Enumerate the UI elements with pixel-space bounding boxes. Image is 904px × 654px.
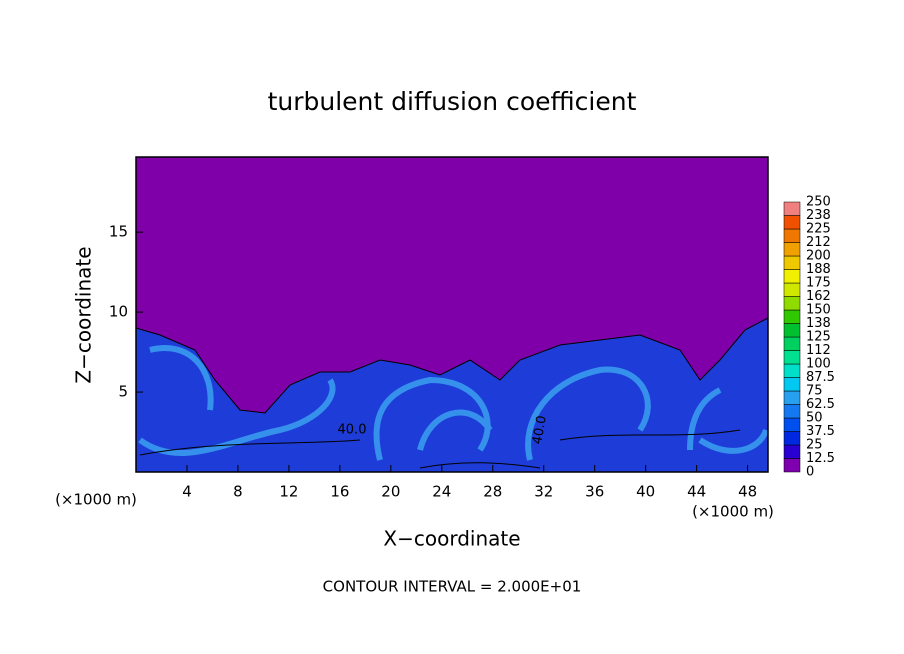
colorbar-label: 125 (806, 330, 831, 345)
x-tick-label: 8 (233, 483, 243, 501)
colorbar-label: 87.5 (806, 370, 835, 385)
x-tick-label: 16 (330, 483, 349, 501)
chart-title: turbulent diffusion coefficient (268, 87, 637, 116)
colorbar-box (783, 390, 801, 405)
x-tick-label: 20 (381, 483, 400, 501)
colorbar-box (783, 296, 801, 311)
colorbar-box (783, 444, 801, 459)
colorbar-label: 225 (806, 222, 831, 237)
y-axis-label: Z−coordinate (72, 246, 96, 383)
colorbar-box (783, 377, 801, 392)
x-tick-label: 4 (182, 483, 192, 501)
x-tick-label: 12 (279, 483, 298, 501)
colorbar-box (783, 228, 801, 243)
colorbar-box (783, 417, 801, 432)
colorbar-box (783, 404, 801, 419)
contour-label: 40.0 (338, 423, 367, 438)
colorbar-box (783, 363, 801, 378)
colorbar-box (783, 309, 801, 324)
x-axis-label: X−coordinate (383, 527, 520, 551)
colorbar-label: 200 (806, 249, 831, 264)
x-tick-label: 36 (585, 483, 604, 501)
colorbar-label: 175 (806, 276, 831, 291)
colorbar-box (783, 201, 801, 216)
colorbar-box (783, 255, 801, 270)
colorbar-label: 162 (806, 289, 831, 304)
footer-note: CONTOUR INTERVAL = 2.000E+01 (323, 578, 582, 596)
colorbar-label: 150 (806, 303, 831, 318)
colorbar-box (783, 431, 801, 446)
colorbar-label: 238 (806, 208, 831, 223)
colorbar-box (783, 269, 801, 284)
plot-frame (135, 156, 769, 473)
colorbar-box (783, 323, 801, 338)
colorbar-label: 25 (806, 438, 823, 453)
field (135, 157, 769, 473)
colorbar-label: 112 (806, 343, 831, 358)
colorbar-box (783, 282, 801, 297)
x-tick-label: 28 (483, 483, 502, 501)
colorbar-label: 212 (806, 235, 831, 250)
x-tick-label: 24 (432, 483, 451, 501)
x-unit-label: (×1000 m) (55, 491, 137, 509)
x-tick-label: 48 (738, 483, 757, 501)
contour-line (139, 429, 741, 469)
colorbar-label: 75 (806, 384, 823, 399)
colorbar-box (783, 215, 801, 230)
x-tick-label: 40 (636, 483, 655, 501)
x-tick-label: 32 (534, 483, 553, 501)
colorbar-box (783, 350, 801, 365)
swirls (138, 345, 769, 461)
colorbar-label: 100 (806, 357, 831, 372)
colorbar-label: 37.5 (806, 424, 835, 439)
colorbar-box (783, 336, 801, 351)
contour-label: 40.0 (530, 414, 550, 445)
colorbar-label: 188 (806, 262, 831, 277)
colorbar-box (783, 458, 801, 473)
y-tick-label: 10 (109, 303, 128, 321)
colorbar-label: 0 (806, 465, 814, 480)
colorbar-label: 138 (806, 316, 831, 331)
colorbar-label: 250 (806, 195, 831, 210)
colorbar-label: 12.5 (806, 451, 835, 466)
colorbar-box (783, 242, 801, 257)
colorbar-label: 62.5 (806, 397, 835, 412)
x-tick-label: 44 (687, 483, 706, 501)
y-tick-label: 15 (109, 223, 128, 241)
turbulent-layer (135, 317, 769, 473)
colorbar-label: 50 (806, 411, 823, 426)
x-unit-label: (×1000 m) (692, 503, 774, 521)
y-tick-label: 5 (118, 383, 128, 401)
